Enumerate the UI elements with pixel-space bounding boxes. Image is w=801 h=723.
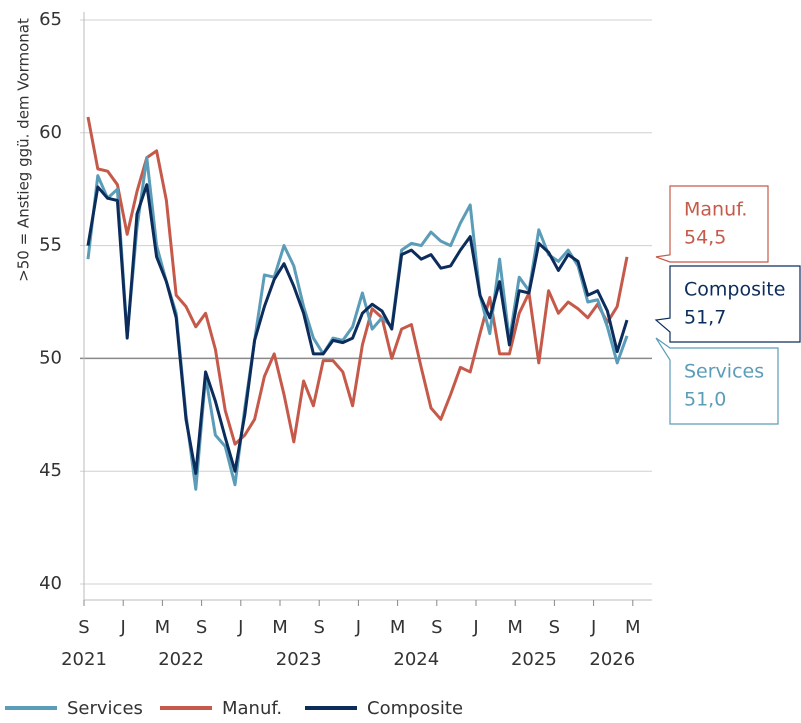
callout-box bbox=[655, 337, 779, 425]
x-tick-label: J bbox=[237, 617, 243, 638]
legend-label: Composite bbox=[367, 698, 463, 719]
y-tick-label: 60 bbox=[39, 122, 62, 143]
series-line bbox=[86, 116, 629, 446]
y-tick-label: 50 bbox=[39, 347, 62, 368]
x-tick-label: S bbox=[313, 617, 324, 638]
y-tick-label: 55 bbox=[39, 235, 62, 256]
legend-label: Services bbox=[67, 698, 143, 719]
callout-value: 51,0 bbox=[684, 389, 726, 411]
x-tick-label: M bbox=[155, 617, 171, 638]
x-tick-label: M bbox=[390, 617, 406, 638]
y-tick-label: 40 bbox=[39, 573, 62, 594]
x-tick-label: S bbox=[196, 617, 207, 638]
callout-name: Manuf. bbox=[684, 199, 747, 221]
callout-value: 54,5 bbox=[684, 227, 726, 249]
y-axis-label: >50 = Anstieg ggü. dem Vormonat bbox=[15, 18, 33, 282]
y-tick-label: 45 bbox=[39, 460, 62, 481]
x-tick-label: S bbox=[78, 617, 89, 638]
x-year-label: 2026 bbox=[589, 649, 635, 670]
x-year-label: 2024 bbox=[393, 649, 439, 670]
x-year-label: 2022 bbox=[158, 649, 204, 670]
legend-label: Manuf. bbox=[222, 698, 282, 719]
x-year-label: 2025 bbox=[511, 649, 557, 670]
x-tick-label: J bbox=[472, 617, 478, 638]
x-year-label: 2023 bbox=[276, 649, 322, 670]
callout-name: Composite bbox=[684, 279, 785, 301]
x-tick-label: J bbox=[120, 617, 126, 638]
x-tick-label: M bbox=[507, 617, 523, 638]
x-tick-label: M bbox=[272, 617, 288, 638]
x-tick-label: J bbox=[355, 617, 361, 638]
callout-box bbox=[655, 185, 769, 263]
x-tick-label: J bbox=[590, 617, 596, 638]
x-year-label: 2021 bbox=[61, 649, 107, 670]
series-line bbox=[86, 183, 629, 475]
callout-value: 51,7 bbox=[684, 307, 726, 329]
x-tick-label: S bbox=[431, 617, 442, 638]
x-tick-label: S bbox=[549, 617, 560, 638]
y-tick-label: 65 bbox=[39, 9, 62, 30]
x-tick-label: M bbox=[625, 617, 641, 638]
callout-name: Services bbox=[684, 361, 764, 383]
callout-box bbox=[654, 265, 801, 343]
